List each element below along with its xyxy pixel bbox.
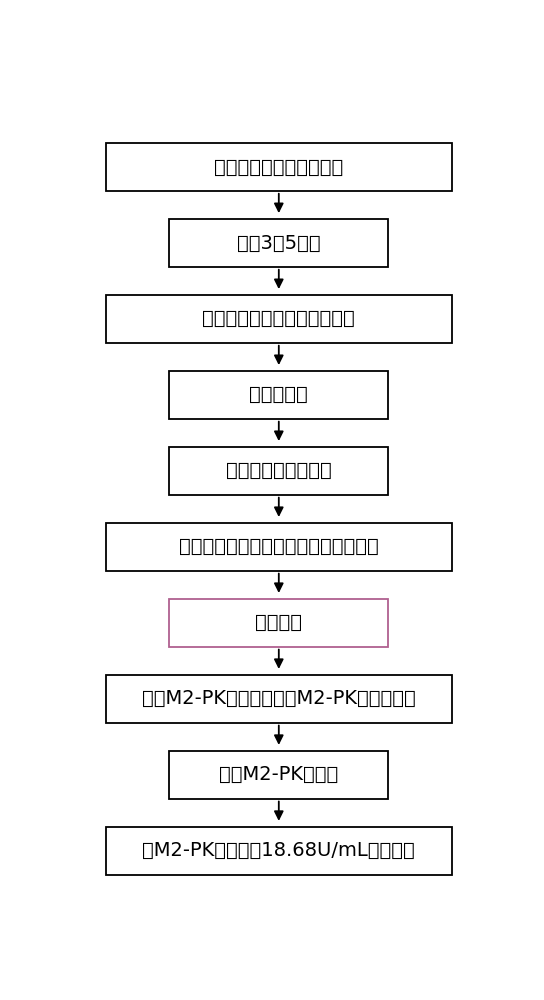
FancyBboxPatch shape: [106, 827, 452, 875]
FancyBboxPatch shape: [169, 219, 388, 267]
FancyBboxPatch shape: [169, 371, 388, 419]
FancyBboxPatch shape: [169, 447, 388, 495]
Text: 测量M2-PK的浓度: 测量M2-PK的浓度: [219, 765, 338, 784]
Text: 离心处理并保存于肺泡灌洗液收集罐中: 离心处理并保存于肺泡灌洗液收集罐中: [179, 537, 379, 556]
FancyBboxPatch shape: [106, 143, 452, 191]
Text: 过滤掉粘液: 过滤掉粘液: [250, 385, 308, 404]
FancyBboxPatch shape: [169, 751, 388, 799]
FancyBboxPatch shape: [106, 675, 452, 723]
Text: 将M2-PK的浓度与18.68U/mL进行比较: 将M2-PK的浓度与18.68U/mL进行比较: [143, 841, 415, 860]
FancyBboxPatch shape: [106, 295, 452, 343]
FancyBboxPatch shape: [169, 599, 388, 647]
FancyBboxPatch shape: [106, 523, 452, 571]
Text: 加入M2-PK单克隆抗体和M2-PK的第二抗体: 加入M2-PK单克隆抗体和M2-PK的第二抗体: [142, 689, 416, 708]
Text: 间歇3～5分钟: 间歇3～5分钟: [237, 233, 320, 252]
Text: 抽出生理盐水形成肺泡灌洗液: 抽出生理盐水形成肺泡灌洗液: [202, 309, 355, 328]
Text: 低温保存: 低温保存: [255, 613, 302, 632]
Text: 采用抗凝剂进行处理: 采用抗凝剂进行处理: [226, 461, 332, 480]
Text: 向患者肺部灌注生理盐水: 向患者肺部灌注生理盐水: [214, 157, 343, 176]
